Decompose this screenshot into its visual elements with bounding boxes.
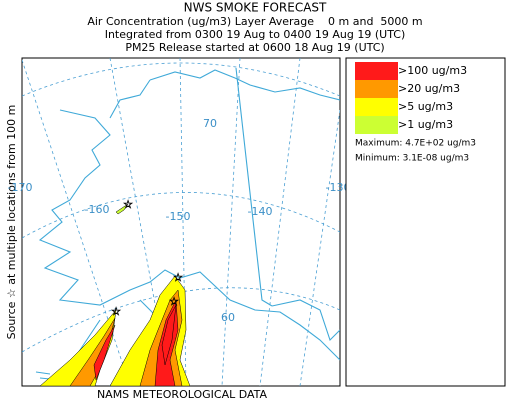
graticule-label: -170 (8, 181, 33, 194)
map: ☆ ☆ ☆ ☆ -170 -160 -150 -140 -130 70 60 (8, 57, 351, 387)
legend-label: >100 ug/m3 (398, 64, 467, 77)
legend-swatch (355, 80, 398, 98)
legend-label: >1 ug/m3 (398, 118, 453, 131)
svg-text:☆: ☆ (173, 271, 183, 284)
graticule-label: 70 (203, 117, 217, 130)
graticule-label: -140 (248, 205, 273, 218)
legend-swatch (355, 116, 398, 134)
svg-text:☆: ☆ (169, 295, 179, 308)
source-markers: ☆ ☆ ☆ ☆ (111, 198, 184, 319)
graticule-label: -130 (326, 181, 351, 194)
legend-label: >20 ug/m3 (398, 82, 460, 95)
svg-text:☆: ☆ (123, 198, 133, 211)
graticule-label: 60 (221, 311, 235, 324)
maximum: Maximum: 4.7E+02 ug/m3 (355, 139, 476, 149)
legend-label: >5 ug/m3 (398, 100, 453, 113)
footer: NAMS METEOROLOGICAL DATA (97, 388, 268, 401)
svg-text:☆: ☆ (111, 305, 121, 318)
smoke-plumes (39, 203, 191, 386)
legend-swatch (355, 62, 398, 80)
legend-swatch (355, 98, 398, 116)
subtitle: Air Concentration (ug/m3) Layer Average … (87, 15, 422, 28)
graticule-label: -160 (85, 203, 110, 216)
minimum: Minimum: 3.1E-08 ug/m3 (355, 154, 469, 164)
graticule-label: -150 (166, 210, 191, 223)
subtitle: Integrated from 0300 19 Aug to 0400 19 A… (105, 28, 406, 41)
source-label: Source ☆ at multiple locations from 100 … (5, 105, 18, 340)
subtitle: PM25 Release started at 0600 18 Aug 19 (… (125, 41, 384, 54)
title: NWS SMOKE FORECAST (184, 1, 327, 15)
